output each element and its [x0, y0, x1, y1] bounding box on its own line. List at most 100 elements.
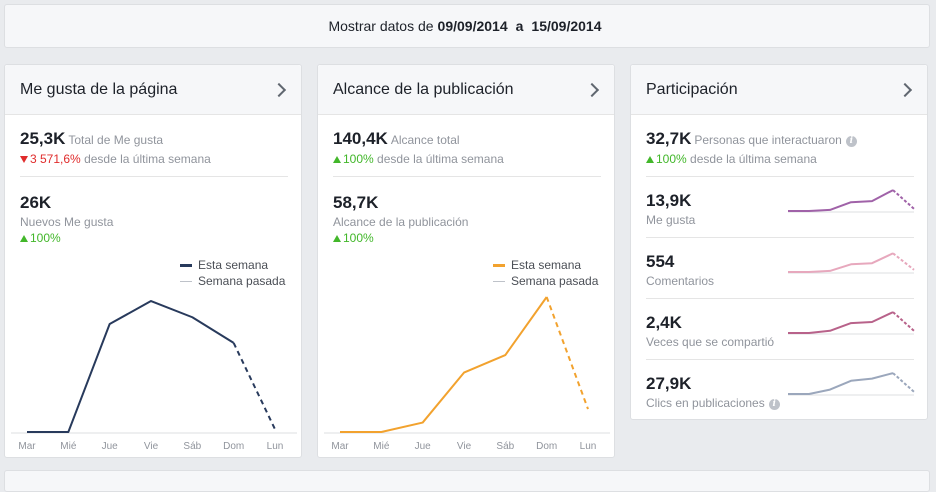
x-tick-label: Vie [457, 441, 472, 452]
x-tick-label: Vie [144, 441, 159, 452]
legend-swatch-this-week [180, 264, 192, 267]
legend-last-week: Semana pasada [511, 274, 598, 288]
series-line-projection [234, 343, 275, 429]
x-tick-label: Dom [536, 441, 557, 452]
post-reach-value: 58,7K [333, 193, 468, 213]
chart-legend: Esta semana Semana pasada [180, 257, 285, 289]
total-likes-change-label: desde la última semana [84, 152, 211, 166]
sparkline-projection [893, 373, 914, 392]
engaged-people-change-label: desde la última semana [690, 152, 817, 166]
info-icon[interactable]: i [846, 136, 857, 147]
legend-this-week: Esta semana [511, 258, 581, 272]
x-tick-label: Sáb [496, 441, 514, 452]
divider [333, 176, 601, 177]
post-reach-label: Alcance de la publicación [333, 214, 468, 230]
x-tick-label: Mar [18, 441, 36, 452]
sparkline-2 [788, 253, 893, 272]
post-reach-title: Alcance de la publicación [333, 81, 514, 99]
engagement-header[interactable]: Participación [631, 65, 927, 115]
x-tick-label: Mié [60, 441, 77, 452]
engaged-people-value: 32,7K [646, 129, 691, 148]
date-range-end: 15/09/2014 [531, 18, 601, 34]
chevron-right-icon[interactable] [585, 82, 599, 96]
new-likes-label: Nuevos Me gusta [20, 214, 113, 230]
sparkline-projection [893, 253, 914, 269]
new-likes-change: 100% [30, 231, 61, 245]
engagement-title: Participación [646, 81, 738, 99]
page-likes-title: Me gusta de la página [20, 81, 177, 99]
series-line-projection [547, 297, 588, 409]
divider [20, 176, 288, 177]
sparkline-projection [893, 190, 914, 209]
total-reach-label: Alcance total [391, 133, 460, 147]
info-icon[interactable]: i [769, 399, 780, 410]
arrow-down-icon [20, 156, 28, 163]
series-line-this-week [27, 301, 234, 432]
total-reach-change: 100% [343, 152, 374, 166]
arrow-up-icon [333, 156, 341, 163]
arrow-up-icon [333, 235, 341, 242]
bottom-panel [4, 470, 930, 492]
legend-this-week: Esta semana [198, 258, 268, 272]
x-tick-label: Mar [331, 441, 349, 452]
engaged-people-label: Personas que interactuaron [694, 133, 841, 147]
sparkline-4 [788, 373, 893, 394]
likes-value: 13,9K [646, 191, 695, 211]
likes-label: Me gusta [646, 212, 695, 228]
legend-swatch-this-week [493, 264, 505, 267]
shares-label: Veces que se compartió [646, 334, 774, 350]
date-range-start: 09/09/2014 [438, 18, 508, 34]
chevron-right-icon[interactable] [898, 82, 912, 96]
divider [646, 237, 914, 238]
post-reach-metric: 58,7K Alcance de la publicación 100% [333, 193, 468, 246]
arrow-up-icon [20, 235, 28, 242]
x-tick-label: Mié [373, 441, 390, 452]
comments-label: Comentarios [646, 273, 714, 289]
date-range-connector: a [516, 18, 524, 34]
new-likes-value: 26K [20, 193, 113, 213]
chart-legend: Esta semana Semana pasada [493, 257, 598, 289]
x-tick-label: Jue [102, 441, 119, 452]
series-line-this-week [340, 297, 547, 432]
post-reach-change: 100% [343, 231, 374, 245]
clicks-value: 27,9K [646, 374, 780, 394]
legend-swatch-last-week [493, 281, 505, 282]
sparkline-1 [788, 190, 893, 211]
clicks-label: Clics en publicaciones [646, 396, 765, 410]
divider [646, 176, 914, 177]
engagement-row-comments: 554 Comentarios [646, 252, 714, 289]
sparkline-projection [893, 312, 914, 331]
engagement-row-shares: 2,4K Veces que se compartió [646, 313, 774, 350]
x-tick-label: Jue [415, 441, 432, 452]
total-likes-value: 25,3K [20, 129, 65, 148]
total-likes-label: Total de Me gusta [68, 133, 163, 147]
sparkline-3 [788, 312, 893, 333]
comments-value: 554 [646, 252, 714, 272]
engagement-sparklines [631, 65, 929, 421]
new-likes-metric: 26K Nuevos Me gusta 100% [20, 193, 113, 246]
x-tick-label: Sáb [183, 441, 201, 452]
shares-value: 2,4K [646, 313, 774, 333]
legend-swatch-last-week [180, 281, 192, 282]
total-reach-value: 140,4K [333, 129, 388, 148]
legend-last-week: Semana pasada [198, 274, 285, 288]
post-reach-header[interactable]: Alcance de la publicación [318, 65, 614, 115]
date-range-banner: Mostrar datos de 09/09/2014 a 15/09/2014 [4, 4, 930, 48]
divider [646, 359, 914, 360]
engagement-row-likes: 13,9K Me gusta [646, 191, 695, 228]
chevron-right-icon[interactable] [272, 82, 286, 96]
date-range-prefix: Mostrar datos de [328, 18, 433, 34]
total-likes-change: 3 571,6% [30, 152, 81, 166]
x-tick-label: Dom [223, 441, 244, 452]
arrow-up-icon [646, 156, 654, 163]
total-reach-change-label: desde la última semana [377, 152, 504, 166]
page-likes-header[interactable]: Me gusta de la página [5, 65, 301, 115]
x-tick-label: Lun [267, 441, 284, 452]
x-tick-label: Lun [580, 441, 597, 452]
